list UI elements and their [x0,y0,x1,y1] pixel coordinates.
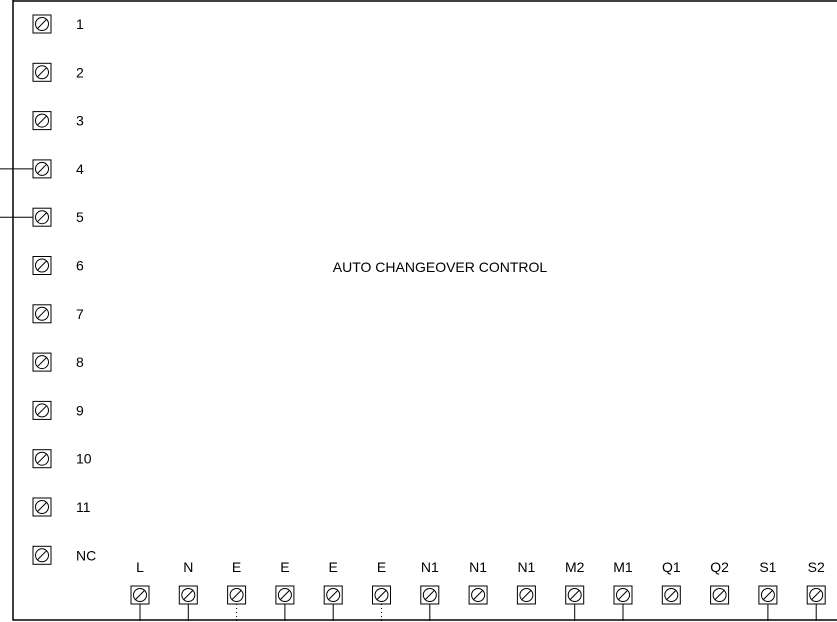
screw-terminal-icon [323,585,343,605]
enclosure-outline [12,0,837,621]
bottom-terminal: M1 [613,559,633,621]
screw-terminal-icon [613,585,633,605]
screw-terminal-icon [468,585,488,605]
bottom-terminal: E [275,559,295,621]
screw-terminal-icon [758,585,778,605]
bottom-terminal: Q2 [710,559,730,605]
screw-terminal-icon [32,400,52,420]
left-terminal: 10 [32,449,92,469]
terminal-label: 11 [76,499,91,515]
screw-terminal-icon [32,207,52,227]
terminal-label: 6 [76,258,84,274]
bottom-terminal: E [372,559,391,621]
terminal-label: 5 [76,209,84,225]
left-terminal: 2 [32,62,84,82]
terminal-label: L [136,559,144,575]
terminal-label: 3 [76,113,84,129]
screw-terminal-icon [178,585,198,605]
bottom-terminal: S2 [806,559,826,621]
screw-terminal-icon [32,159,52,179]
terminal-label: Q1 [662,559,681,575]
screw-terminal-icon [275,585,295,605]
screw-terminal-icon [130,585,150,605]
terminal-label: 4 [76,161,84,177]
bottom-terminal: E [323,559,343,621]
terminal-label: S2 [808,559,825,575]
screw-terminal-icon [420,585,440,605]
terminal-label: N1 [421,559,439,575]
terminal-label: NC [76,547,96,563]
bottom-terminal: N1 [516,559,536,605]
terminal-label: Q2 [710,559,729,575]
terminal-label: E [329,559,338,575]
bottom-terminal: N1 [420,559,440,621]
terminal-label: 9 [76,402,84,418]
screw-terminal-icon [710,585,730,605]
screw-terminal-icon [661,585,681,605]
screw-terminal-icon [372,585,391,605]
screw-terminal-icon [565,585,585,605]
bottom-terminal: E [227,559,247,621]
screw-terminal-icon [32,62,52,82]
left-terminal: 9 [32,400,84,420]
screw-terminal-icon [32,304,52,324]
bottom-terminal: M2 [565,559,585,621]
terminal-label: M2 [565,559,585,575]
screw-terminal-icon [227,585,247,605]
screw-terminal-icon [32,256,52,275]
screw-terminal-icon [516,585,536,605]
terminal-label: N1 [517,559,535,575]
left-terminal: 7 [32,304,84,324]
terminal-label: N [183,559,193,575]
screw-terminal-icon [806,585,826,605]
screw-terminal-icon [32,111,52,131]
terminal-label: M1 [613,559,633,575]
screw-terminal-icon [32,449,52,469]
terminal-label: N1 [469,559,487,575]
terminal-label: 2 [76,64,84,80]
left-terminal-strip: 1 2 3 4 5 6 7 8 9 10 11 NC [0,14,96,565]
left-terminal: 5 [0,207,84,227]
screw-terminal-icon [32,497,52,517]
terminal-label: 7 [76,306,84,322]
bottom-terminal-strip: L N E E E E N1 N1 N1 M2 M1 Q1 Q2 S1 S2 [130,559,826,621]
terminal-label: 8 [76,354,84,370]
bottom-terminal: N1 [468,559,488,605]
bottom-terminal: L [130,559,150,621]
left-terminal: 4 [0,159,84,179]
terminal-label: E [232,559,241,575]
terminal-label: 1 [76,16,84,32]
left-terminal: NC [32,545,96,565]
terminal-label: S1 [759,559,776,575]
screw-terminal-icon [32,14,52,34]
left-terminal: 8 [32,352,84,372]
left-terminal: 11 [32,497,91,517]
screw-terminal-icon [32,352,52,372]
terminal-label: E [377,559,386,575]
bottom-terminal: S1 [758,559,778,621]
bottom-terminal: Q1 [661,559,681,605]
terminal-label: E [280,559,289,575]
panel-title: AUTO CHANGEOVER CONTROL [333,259,548,275]
left-terminal: 3 [32,111,84,131]
bottom-terminal: N [178,559,198,621]
screw-terminal-icon [32,545,52,565]
left-terminal: 1 [32,14,84,34]
left-terminal: 6 [32,256,84,275]
terminal-label: 10 [76,451,92,467]
